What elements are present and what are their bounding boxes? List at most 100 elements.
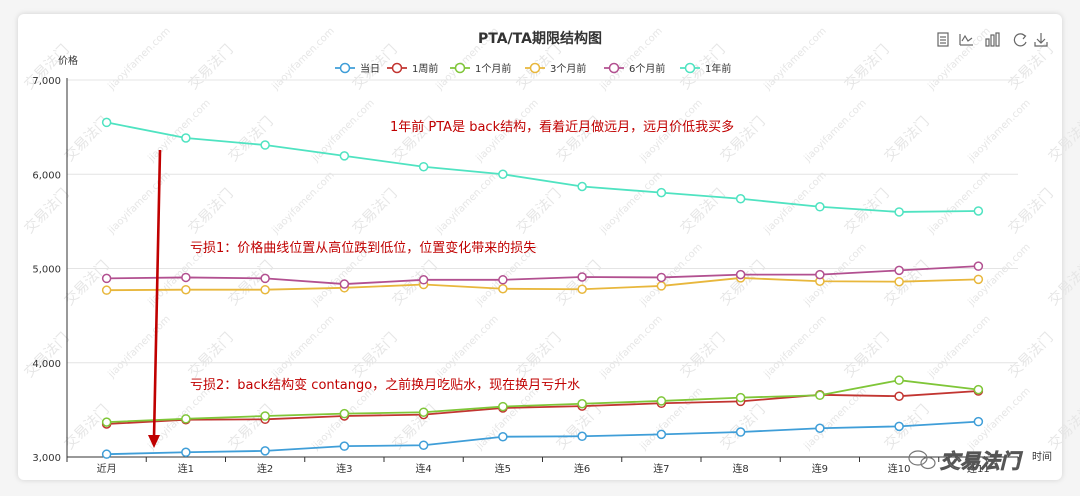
data-point[interactable] [894,276,904,287]
series-0 [101,416,984,459]
legend-item[interactable]: 6个月前 [604,62,665,75]
x-tick-label: 连2 [257,462,273,475]
data-point[interactable] [181,133,191,143]
watermark-text: 交易法门 [349,329,401,381]
legend: 当日 1周前 1个月前 3个月前 6个月前 1年前 [335,62,731,75]
data-point[interactable] [101,273,112,284]
watermark-text: jiaoyifamen.com [802,98,869,165]
data-point[interactable] [181,447,191,458]
legend-swatch-marker [391,62,403,74]
data-point[interactable] [656,429,667,440]
legend-item[interactable]: 3个月前 [525,62,586,75]
data-point[interactable] [260,411,270,421]
watermark-text: jiaoyifamen.com [598,170,665,237]
data-point[interactable] [101,449,112,459]
data-point[interactable] [418,407,429,417]
wechat-icon [908,450,936,470]
data-point[interactable] [656,272,667,283]
data-point[interactable] [498,401,508,412]
data-point[interactable] [973,261,984,271]
data-point[interactable] [735,194,746,204]
download-icon[interactable] [1034,33,1048,47]
y-tick-label: 3,000 [32,453,61,464]
legend-label: 1个月前 [475,62,511,75]
watermark-text: 交易法门 [553,257,605,309]
legend-item[interactable]: 当日 [335,62,380,75]
data-point[interactable] [498,169,508,179]
data-point[interactable] [260,273,270,284]
data-point[interactable] [735,269,746,280]
data-point[interactable] [339,151,350,161]
data-point[interactable] [815,269,825,280]
data-point[interactable] [101,117,112,128]
series-line [106,390,979,425]
watermark-text: jiaoyifamen.com [638,386,705,453]
series-line [106,420,979,456]
data-point[interactable] [101,417,112,427]
x-tick-label: 连5 [495,462,511,475]
watermark-text: 交易法门 [1045,113,1080,165]
watermark-text: 交易法门 [21,329,73,381]
data-point[interactable] [339,408,350,419]
data-point[interactable] [260,140,270,150]
data-point[interactable] [973,274,984,285]
data-point[interactable] [101,285,112,295]
legend-swatch-marker [454,62,466,74]
data-point[interactable] [418,161,429,172]
bar-switch-icon[interactable] [985,32,1000,47]
watermark-text: jiaoyifamen.com [926,26,993,93]
data-point[interactable] [181,284,191,295]
data-point[interactable] [577,284,587,294]
data-point[interactable] [656,281,667,291]
legend-item[interactable]: 1年前 [680,62,731,75]
data-point[interactable] [894,391,904,401]
data-point[interactable] [260,446,270,456]
data-point[interactable] [815,202,825,212]
brand-logo: 交易法门 [908,449,1023,473]
data-point[interactable] [577,398,587,409]
data-point[interactable] [815,390,825,401]
legend-swatch-marker [339,62,351,74]
restore-icon[interactable] [1013,33,1027,47]
line-switch-icon[interactable] [959,34,973,46]
data-point[interactable] [339,441,350,451]
data-point[interactable] [577,272,587,282]
data-point[interactable] [418,440,429,450]
data-point[interactable] [815,423,825,434]
data-point[interactable] [894,265,904,276]
data-point[interactable] [498,284,508,294]
data-point[interactable] [973,206,984,216]
data-point[interactable] [973,416,984,427]
data-point[interactable] [656,396,667,406]
watermark-text: 交易法门 [881,257,933,309]
annotation-loss-1: 亏损1：价格曲线位置从高位跌到低位，位置变化带来的损失 [190,240,536,256]
data-point[interactable] [735,427,746,437]
watermark-text: jiaoyifamen.com [762,26,829,93]
data-point[interactable] [339,279,350,289]
data-point[interactable] [181,414,191,424]
data-point[interactable] [894,421,904,432]
data-point[interactable] [577,431,587,442]
legend-item[interactable]: 1周前 [387,62,438,75]
watermark-text: 交易法门 [717,257,769,309]
watermark-text: 交易法门 [21,185,73,237]
watermark-text: jiaoyifamen.com [106,314,173,381]
legend-swatch-marker [684,62,696,74]
data-point[interactable] [577,181,587,192]
data-point[interactable] [894,375,904,385]
data-view-icon[interactable] [937,32,949,47]
data-point[interactable] [260,284,270,295]
data-point[interactable] [894,207,904,217]
data-point[interactable] [181,272,191,283]
series-line [106,121,979,213]
data-point[interactable] [735,392,746,403]
legend-item[interactable]: 1个月前 [450,62,511,75]
data-point[interactable] [498,431,508,442]
watermark-text: jiaoyifamen.com [106,26,173,93]
watermark-text: jiaoyifamen.com [598,26,665,93]
data-point[interactable] [418,275,429,285]
data-point[interactable] [498,275,508,285]
data-point[interactable] [656,187,667,198]
data-point[interactable] [973,384,984,395]
